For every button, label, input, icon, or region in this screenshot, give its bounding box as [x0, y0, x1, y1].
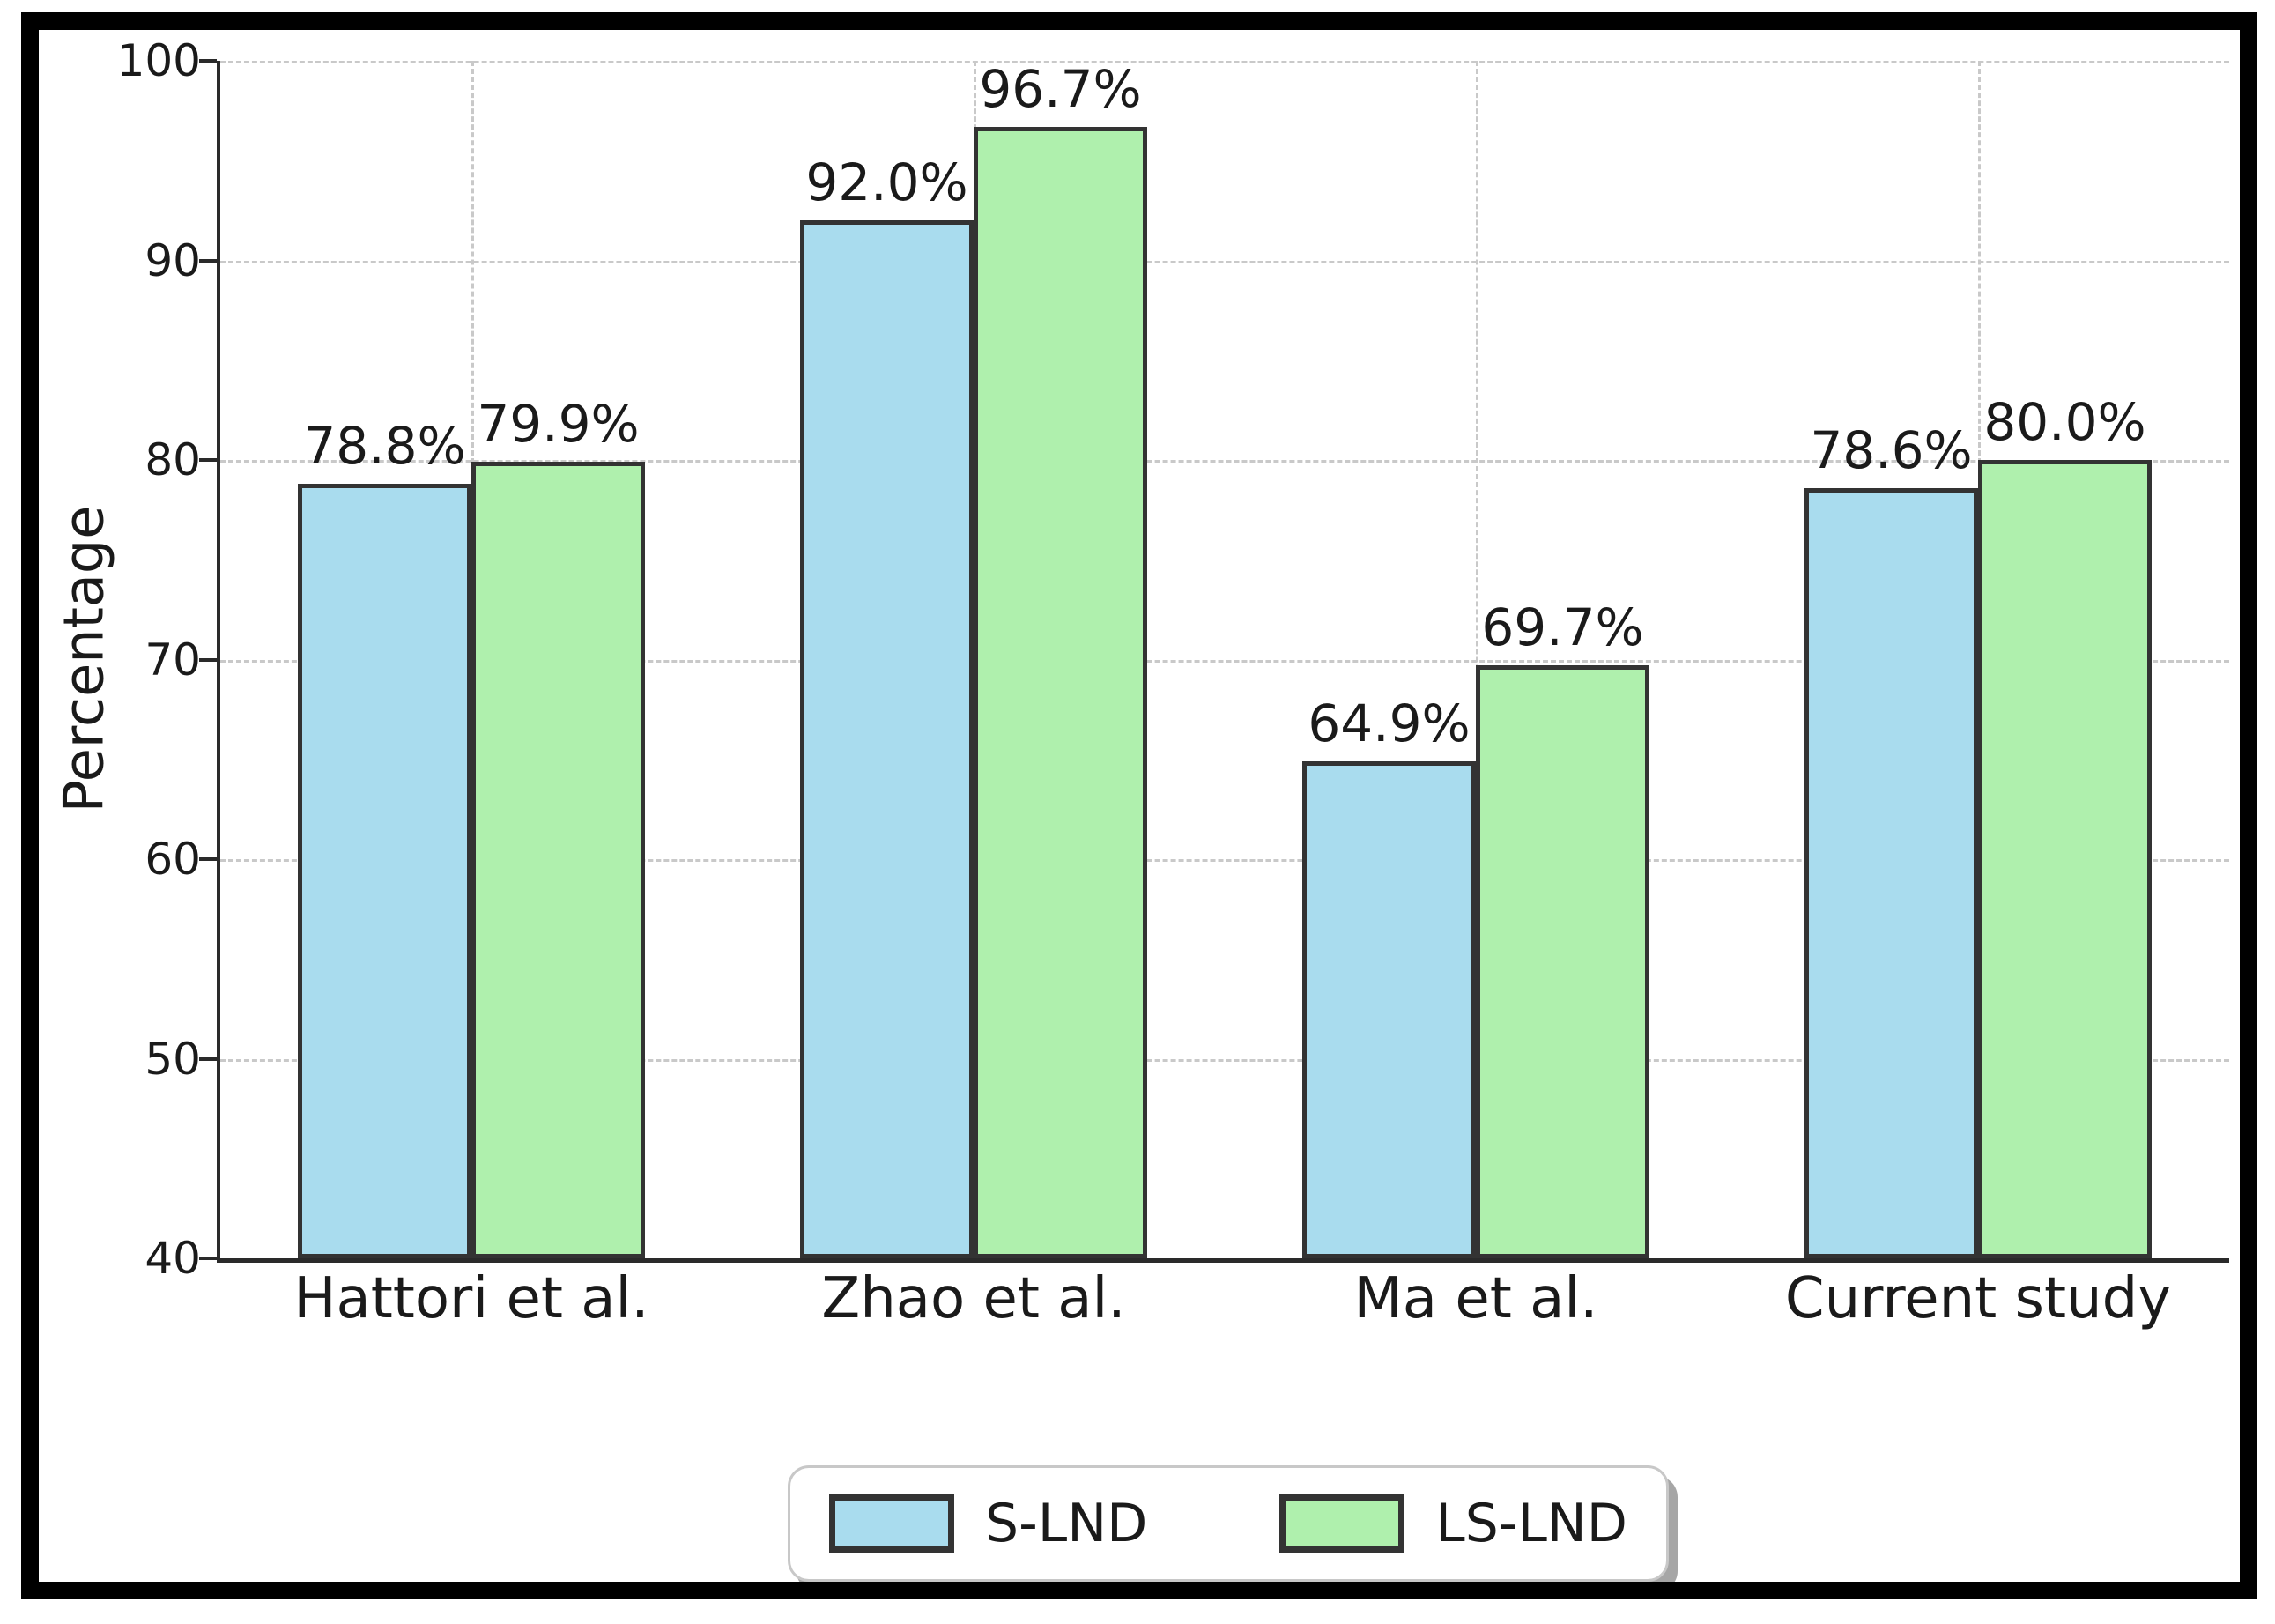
legend-item-label: S-LND	[985, 1493, 1148, 1554]
bar-s-lnd-3	[1302, 761, 1476, 1258]
legend-item-s-lnd: S-LND	[829, 1494, 1147, 1553]
y-tick-label: 60	[145, 834, 201, 885]
bar-value-label: 92.0%	[805, 152, 968, 213]
bar-s-lnd-4	[1804, 487, 1978, 1258]
bar-ls-lnd-4	[1978, 460, 2152, 1258]
bar-value-label: 96.7%	[979, 58, 1142, 119]
x-axis-spine	[217, 1258, 2229, 1263]
x-category-label: Hattori et al.	[293, 1266, 649, 1331]
legend-item-ls-lnd: LS-LND	[1279, 1494, 1627, 1553]
y-tick-mark	[199, 59, 217, 63]
y-tick-mark	[199, 258, 217, 263]
y-tick-label: 50	[145, 1033, 201, 1085]
legend-item-label: LS-LND	[1435, 1493, 1627, 1554]
y-tick-label: 40	[145, 1233, 201, 1284]
bar-value-label: 64.9%	[1308, 693, 1471, 754]
x-category-label: Ma et al.	[1353, 1266, 1598, 1331]
x-category-label: Zhao et al.	[821, 1266, 1126, 1331]
bar-ls-lnd-3	[1476, 665, 1649, 1258]
y-tick-label: 100	[116, 35, 201, 86]
legend: S-LND LS-LND	[788, 1465, 1669, 1582]
gridline-horizontal	[220, 460, 2229, 463]
y-tick-mark	[199, 1257, 217, 1260]
gridline-horizontal	[220, 659, 2229, 663]
x-category-label: Current study	[1784, 1266, 2172, 1331]
legend-swatch-s-lnd	[829, 1494, 955, 1553]
gridline-horizontal	[220, 61, 2229, 63]
bar-value-label: 79.9%	[477, 394, 640, 455]
plot-area: 78.8% 92.0% 64.9% 78.6% 79.9% 96.7% 69.7% 80.0%	[217, 58, 2229, 1263]
y-tick-mark	[199, 857, 217, 861]
bar-value-label: 69.7%	[1481, 597, 1644, 658]
bar-value-label: 80.0%	[1983, 392, 2146, 452]
y-axis-spine	[217, 61, 220, 1258]
gridline-horizontal	[220, 859, 2229, 862]
y-axis-title: Percentage	[51, 505, 116, 813]
y-tick-mark	[199, 1057, 217, 1061]
y-tick-label: 90	[145, 234, 201, 286]
legend-swatch-ls-lnd	[1279, 1494, 1405, 1553]
gridline-horizontal	[220, 1058, 2229, 1062]
bar-value-label: 78.6%	[1810, 419, 1973, 480]
bar-s-lnd-1	[298, 484, 471, 1258]
bar-ls-lnd-1	[471, 462, 645, 1258]
bar-ls-lnd-2	[974, 126, 1147, 1258]
y-tick-mark	[199, 657, 217, 662]
gridline-horizontal	[220, 260, 2229, 263]
y-tick-mark	[199, 458, 217, 462]
bar-value-label: 78.8%	[303, 416, 466, 477]
gridline-vertical	[1476, 61, 1478, 1258]
bar-s-lnd-2	[800, 220, 974, 1258]
y-tick-label: 70	[145, 634, 201, 686]
y-tick-label: 80	[145, 434, 201, 486]
